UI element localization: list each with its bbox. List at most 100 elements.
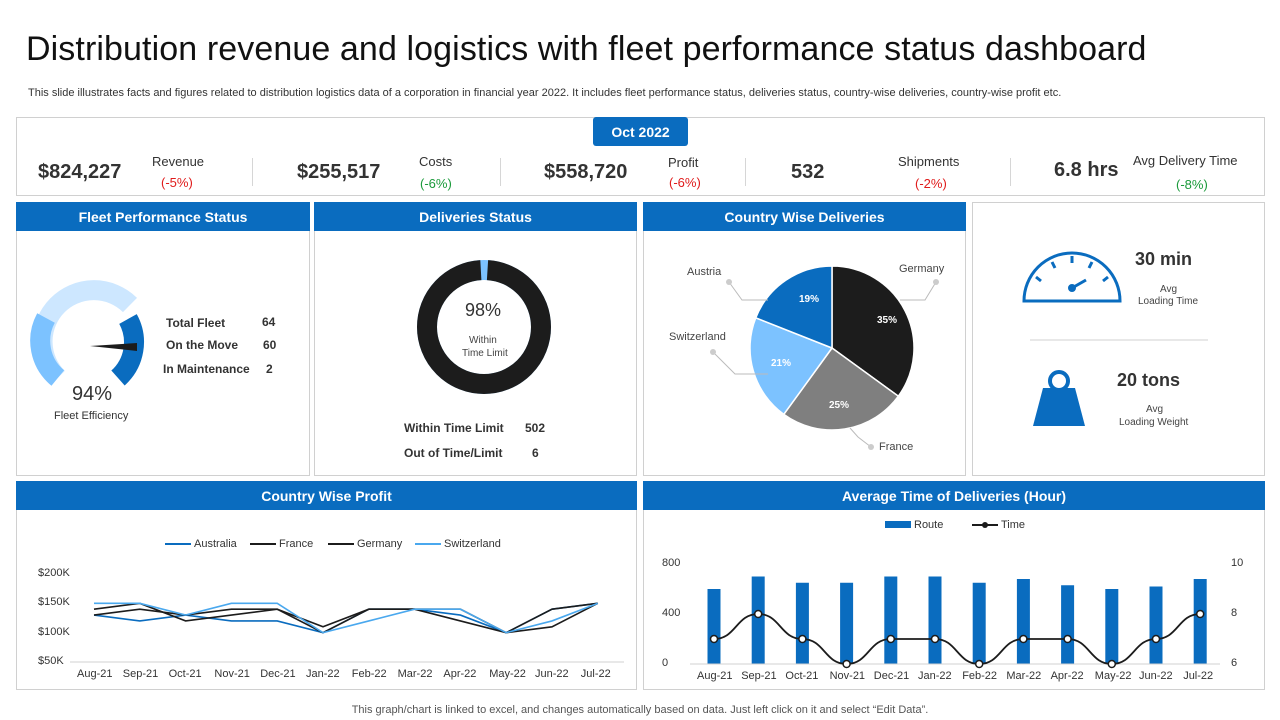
page-title: Distribution revenue and logistics with … [26, 30, 1147, 68]
revenue-label: Revenue [152, 154, 205, 169]
loading-weight-label2: Loading Weight [1119, 417, 1189, 428]
legend-label-germany: Germany [357, 538, 403, 550]
fleet-efficiency-value: 94% [72, 383, 113, 405]
avg-delivery-change: (-8%) [1176, 177, 1208, 192]
profit-y-tick: $150K [38, 596, 70, 609]
pie-pct-austria: 19% [799, 294, 820, 305]
legend-label-route: Route [914, 519, 944, 531]
profit-x-tick: Dec-21 [260, 668, 296, 680]
country-deliveries-header: Country Wise Deliveries [643, 202, 966, 231]
fleet-performance-header: Fleet Performance Status [16, 202, 310, 231]
pie-pct-germany: 35% [877, 315, 898, 326]
profit-value: $558,720 [544, 161, 628, 183]
avg-x-tick: Feb-22 [962, 670, 998, 682]
avg-x-tick: Oct-21 [785, 670, 819, 682]
footer-note: This graph/chart is linked to excel, and… [351, 704, 929, 716]
avg-left-tick: 0 [662, 657, 669, 669]
in-maintenance-value: 2 [266, 362, 273, 376]
page-subtitle: This slide illustrates facts and figures… [28, 87, 1062, 99]
profit-y-tick: $50K [38, 655, 64, 667]
pie-pct-france: 25% [829, 400, 850, 411]
avg-right-tick: 6 [1231, 657, 1238, 669]
avg-time-header: Average Time of Deliveries (Hour) [643, 481, 1265, 510]
costs-value: $255,517 [297, 161, 381, 183]
shipments-change: (-2%) [915, 176, 947, 191]
avg-x-tick: Mar-22 [1006, 670, 1042, 682]
in-maintenance-label: In Maintenance [163, 362, 250, 376]
costs-label: Costs [419, 154, 453, 169]
legend-label-time: Time [1001, 519, 1026, 531]
profit-label: Profit [668, 155, 699, 170]
pie-label-switzerland: Switzerland [669, 331, 726, 343]
loading-weight-value: 20 tons [1117, 370, 1181, 390]
shipments-value: 532 [791, 161, 825, 183]
pie-pct-switzerland: 21% [771, 358, 792, 369]
loading-time-value: 30 min [1135, 249, 1193, 269]
loading-time-label1: Avg [1160, 284, 1178, 295]
avg-right-tick: 10 [1231, 557, 1244, 569]
revenue-change: (-5%) [161, 175, 193, 190]
avg-x-tick: Nov-21 [829, 670, 866, 682]
total-fleet-value: 64 [262, 315, 276, 329]
legend-label-switzerland: Switzerland [444, 538, 501, 550]
loading-weight-label1: Avg [1146, 404, 1164, 415]
kpi-divider [252, 158, 253, 186]
profit-x-tick: Nov-21 [214, 668, 250, 680]
revenue-value: $824,227 [38, 161, 122, 183]
avg-x-tick: Apr-22 [1050, 670, 1084, 682]
avg-x-tick: Dec-21 [873, 670, 910, 682]
within-time-label: Within Time Limit [404, 421, 504, 435]
avg-x-tick: Aug-21 [697, 670, 733, 682]
out-of-time-label: Out of Time/Limit [404, 446, 503, 460]
kpi-divider [745, 158, 746, 186]
month-selector[interactable]: Oct 2022 [593, 117, 688, 146]
avg-x-tick: Jan-22 [918, 670, 952, 682]
pie-label-austria: Austria [687, 266, 722, 278]
deliveries-status-header: Deliveries Status [314, 202, 637, 231]
kpi-divider [500, 158, 501, 186]
loading-stats-panel [972, 202, 1265, 476]
avg-delivery-label: Avg Delivery Time [1133, 153, 1238, 168]
on-the-move-value: 60 [263, 338, 277, 352]
profit-x-tick: Jul-22 [580, 668, 611, 680]
profit-x-tick: Feb-22 [351, 668, 387, 680]
avg-x-tick: Sep-21 [741, 670, 777, 682]
donut-center-line1: Within [469, 335, 497, 346]
profit-x-tick: May-22 [489, 668, 526, 680]
profit-x-tick: Oct-21 [168, 668, 202, 680]
pie-label-france: France [879, 441, 914, 453]
profit-x-tick: Jun-22 [535, 668, 569, 680]
within-time-value: 502 [525, 421, 546, 435]
profit-x-tick: Sep-21 [122, 668, 159, 680]
country-profit-header: Country Wise Profit [16, 481, 637, 510]
donut-center-line2: Time Limit [462, 348, 508, 359]
profit-x-tick: Aug-21 [77, 668, 113, 680]
profit-change: (-6%) [669, 175, 701, 190]
avg-delivery-value: 6.8 hrs [1054, 159, 1119, 181]
avg-x-tick: Jul-22 [1183, 670, 1214, 682]
costs-change: (-6%) [420, 176, 452, 191]
total-fleet-label: Total Fleet [166, 316, 226, 330]
pie-label-germany: Germany [899, 263, 945, 275]
profit-y-tick: $100K [38, 625, 70, 638]
country-profit-panel: Country Wise Profit [16, 481, 637, 690]
avg-right-tick: 8 [1231, 607, 1238, 619]
deliveries-percent: 98% [465, 300, 502, 320]
legend-label-france: France [279, 538, 314, 550]
legend-label-australia: Australia [194, 538, 237, 550]
profit-x-tick: Apr-22 [443, 668, 477, 680]
profit-x-tick: Mar-22 [397, 668, 433, 680]
out-of-time-value: 6 [532, 446, 539, 460]
fleet-efficiency-label: Fleet Efficiency [54, 410, 129, 422]
avg-x-tick: Jun-22 [1139, 670, 1173, 682]
avg-left-tick: 800 [662, 557, 681, 569]
profit-y-tick: $200K [38, 567, 70, 579]
on-the-move-label: On the Move [166, 338, 239, 352]
shipments-label: Shipments [898, 154, 960, 169]
avg-time-panel: Average Time of Deliveries (Hour) [643, 481, 1265, 690]
profit-x-tick: Jan-22 [306, 668, 340, 680]
kpi-divider [1010, 158, 1011, 186]
avg-x-tick: May-22 [1094, 670, 1132, 682]
avg-left-tick: 400 [662, 607, 681, 619]
loading-time-label2: Loading Time [1138, 296, 1199, 307]
